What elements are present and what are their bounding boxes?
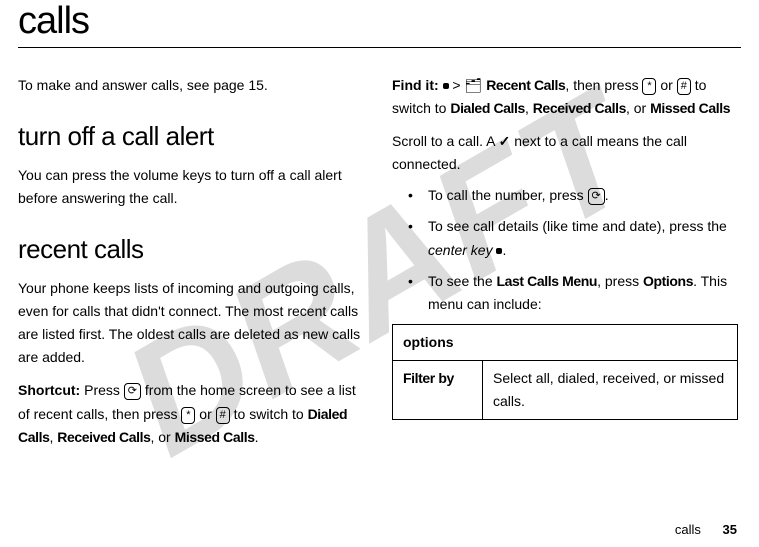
recent-calls-bold: Recent Calls [486,77,565,93]
options-bold: Options [643,273,693,289]
received-calls-label-2: Received Calls [533,100,626,116]
b1-pre: To call the number, press [428,187,588,203]
find-it-gt: > [449,77,465,93]
shortcut-text-1: Press [84,382,124,398]
footer-label: calls [675,522,701,537]
two-column-layout: To make and answer calls, see page 15. t… [18,74,741,449]
section-heading-turn-off: turn off a call alert [18,115,364,158]
options-table: options Filter by Select all, dialed, re… [392,324,738,420]
filter-by-label: Filter by [393,360,483,419]
hash-key-icon: # [216,407,230,424]
star-key-icon-2: * [642,78,656,95]
left-column: To make and answer calls, see page 15. t… [18,74,364,449]
bullet-list: To call the number, press ⟳. To see call… [414,184,738,315]
section-body-turn-off: You can press the volume keys to turn of… [18,164,364,210]
page-title: calls [18,0,741,47]
b2-pre: To see call details (like time and date)… [428,218,727,234]
options-header: options [393,324,738,360]
scroll-paragraph: Scroll to a call. A ✓ next to a call mea… [392,130,738,176]
shortcut-text-4: to switch to [230,406,308,422]
shortcut-text-3: or [195,406,215,422]
intro-paragraph: To make and answer calls, see page 15. [18,74,364,97]
table-header-row: options [393,324,738,360]
page-content: calls To make and answer calls, see page… [0,0,759,449]
bullet-item-2: To see call details (like time and date)… [414,215,738,261]
find-it-paragraph: Find it: > 🗂 Recent Calls, then press * … [392,74,738,120]
hash-key-icon-2: # [677,78,691,95]
page-number: 35 [723,522,737,537]
center-key-italic: center key [428,242,493,258]
section-heading-recent-calls: recent calls [18,228,364,271]
b3-mid: , press [597,273,643,289]
folder-icon: 🗂 [465,77,483,93]
title-rule [18,47,741,48]
send-key-icon-2: ⟳ [588,188,605,205]
checkmark-icon: ✓ [499,130,511,153]
dialed-calls-label-2: Dialed Calls [450,100,525,116]
received-calls-label: Received Calls [57,429,150,445]
section-body-recent-calls: Your phone keeps lists of incoming and o… [18,277,364,369]
last-calls-menu-bold: Last Calls Menu [497,273,598,289]
shortcut-paragraph: Shortcut: Press ⟳ from the home screen t… [18,379,364,448]
bullet-item-3: To see the Last Calls Menu, press Option… [414,270,738,316]
missed-calls-label-2: Missed Calls [650,100,730,116]
filter-by-text: Select all, dialed, received, or missed … [483,360,738,419]
send-key-icon: ⟳ [124,383,141,400]
scroll-pre: Scroll to a call. A [392,133,499,149]
center-key-icon-2 [496,248,502,254]
find-it-or: or [656,77,676,93]
bullet-item-1: To call the number, press ⟳. [414,184,738,207]
missed-calls-label: Missed Calls [175,429,255,445]
b3-pre: To see the [428,273,497,289]
right-column: Find it: > 🗂 Recent Calls, then press * … [392,74,738,449]
table-row: Filter by Select all, dialed, received, … [393,360,738,419]
find-it-then: , then press [565,77,642,93]
star-key-icon: * [181,407,195,424]
page-footer: calls 35 [675,522,737,537]
find-it-label: Find it: [392,77,439,93]
shortcut-label: Shortcut: [18,382,80,398]
